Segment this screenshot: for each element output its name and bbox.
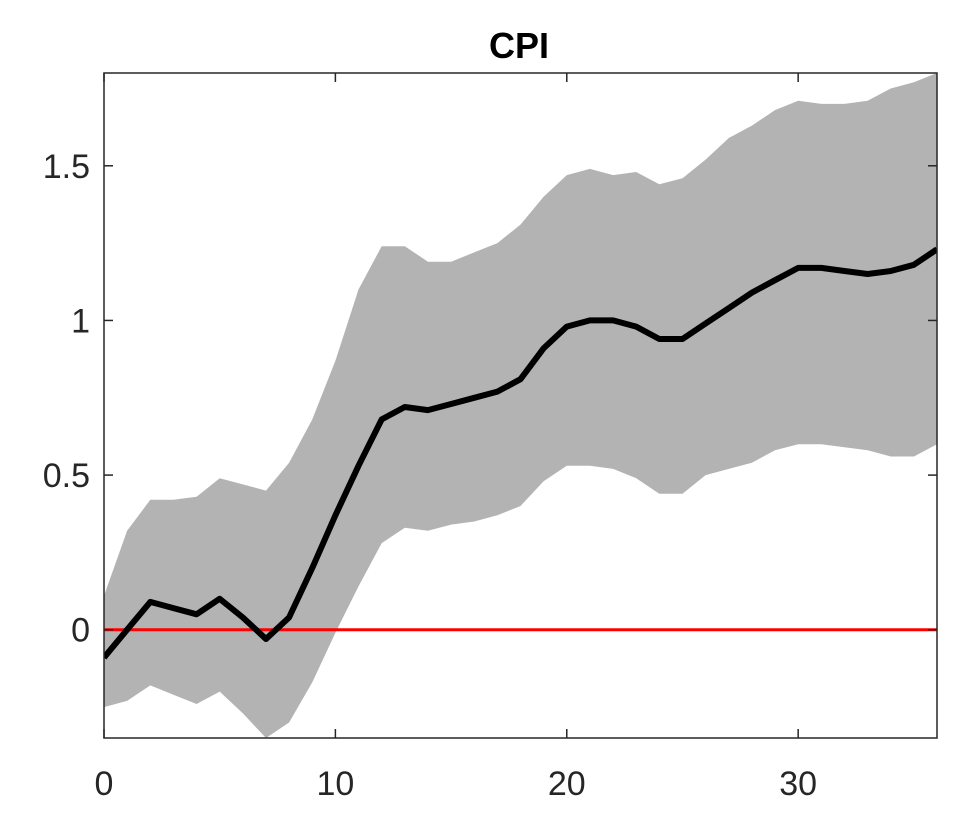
plot-area xyxy=(103,72,938,739)
chart-title: CPI xyxy=(489,25,549,66)
x-tick-label: 30 xyxy=(779,765,817,803)
axes-frame xyxy=(103,72,938,739)
median-response-line xyxy=(104,246,937,660)
y-tick-label: 0 xyxy=(71,612,90,650)
x-tick-label: 10 xyxy=(316,765,354,803)
y-tick-label: 0.5 xyxy=(43,457,90,495)
y-axis-ticks: 0 0.5 1 1.5 xyxy=(43,148,937,650)
x-tick-label: 0 xyxy=(95,765,114,803)
y-tick-label: 1 xyxy=(71,302,90,340)
x-axis-ticks: 0 10 20 30 xyxy=(95,73,817,803)
y-tick-label: 1.5 xyxy=(43,148,90,186)
confidence-band xyxy=(104,73,937,738)
x-tick-label: 20 xyxy=(548,765,586,803)
plot-content xyxy=(104,73,937,738)
